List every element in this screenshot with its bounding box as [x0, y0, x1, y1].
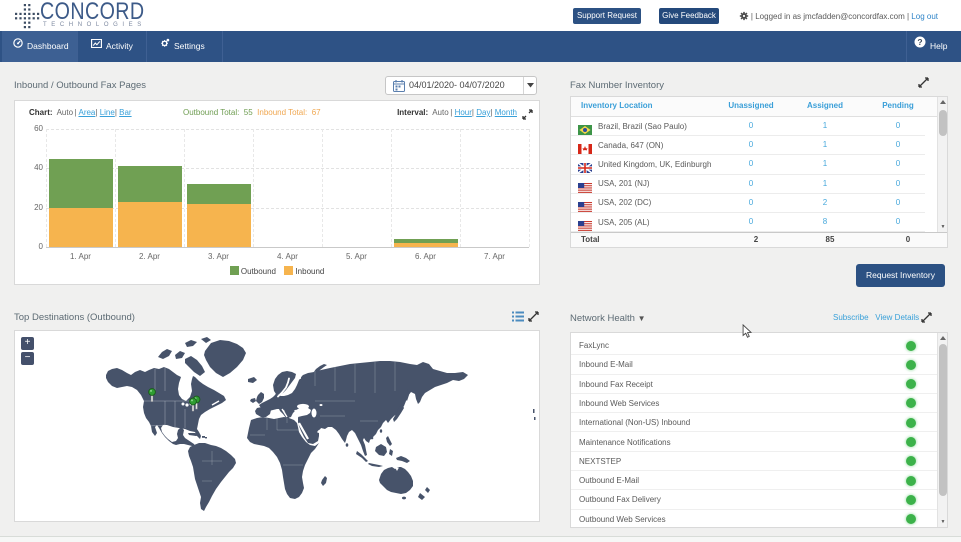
svg-text:?: ? — [917, 37, 922, 47]
